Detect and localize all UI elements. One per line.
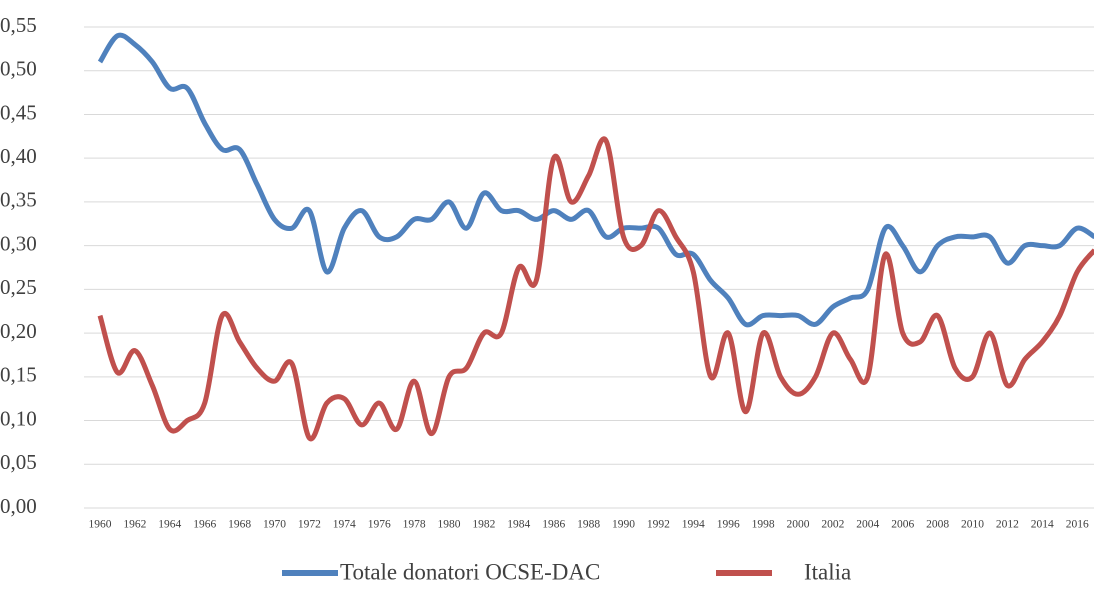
y-tick-label: 0,25 [0, 275, 37, 299]
y-tick-label: 0,50 [0, 57, 37, 81]
x-tick-label: 2004 [856, 519, 879, 531]
x-tick-label: 1986 [542, 519, 565, 531]
x-tick-label: 1962 [123, 519, 146, 531]
y-tick-label: 0,05 [0, 450, 37, 474]
x-tick-label: 1972 [298, 519, 321, 531]
series-line [97, 32, 1094, 328]
x-tick-label: 1990 [612, 519, 635, 531]
y-tick-label: 0,10 [0, 406, 37, 430]
y-tick-label: 0,20 [0, 319, 37, 343]
x-tick-label: 1976 [368, 519, 391, 531]
legend-label: Italia [804, 559, 851, 584]
x-tick-label: 1996 [717, 519, 740, 531]
x-tick-label: 1994 [682, 519, 705, 531]
x-tick-label: 2006 [891, 519, 914, 531]
x-tick-label: 2014 [1031, 519, 1054, 531]
y-tick-label: 0,15 [0, 363, 37, 387]
x-tick-label: 1966 [193, 519, 216, 531]
x-tick-label: 1998 [752, 519, 775, 531]
x-tick-label: 1984 [507, 519, 530, 531]
x-tick-label: 1992 [647, 519, 670, 531]
x-tick-label: 2010 [961, 519, 984, 531]
x-tick-label: 2000 [787, 519, 810, 531]
y-tick-label: 0,45 [0, 100, 37, 124]
y-tick-label: 0,40 [0, 144, 37, 168]
x-tick-label: 1970 [263, 519, 286, 531]
legend-label: Totale donatori OCSE-DAC [340, 559, 600, 584]
x-tick-label: 2008 [926, 519, 949, 531]
x-tick-label: 1980 [438, 519, 461, 531]
x-tick-label: 1960 [89, 519, 112, 531]
y-tick-label: 0,30 [0, 231, 37, 255]
y-tick-label: 0,00 [0, 494, 37, 518]
x-tick-label: 1974 [333, 519, 356, 531]
series-line [97, 136, 1094, 442]
x-tick-label: 1982 [472, 519, 495, 531]
x-tick-label: 2012 [996, 519, 1019, 531]
x-tick-label: 1988 [577, 519, 600, 531]
x-tick-label: 1964 [158, 519, 181, 531]
x-tick-label: 1968 [228, 519, 251, 531]
x-tick-label: 2016 [1066, 519, 1089, 531]
y-tick-label: 0,35 [0, 188, 37, 212]
x-tick-label: 1978 [403, 519, 426, 531]
x-tick-label: 2002 [821, 519, 844, 531]
y-tick-label: 0,55 [0, 13, 37, 37]
